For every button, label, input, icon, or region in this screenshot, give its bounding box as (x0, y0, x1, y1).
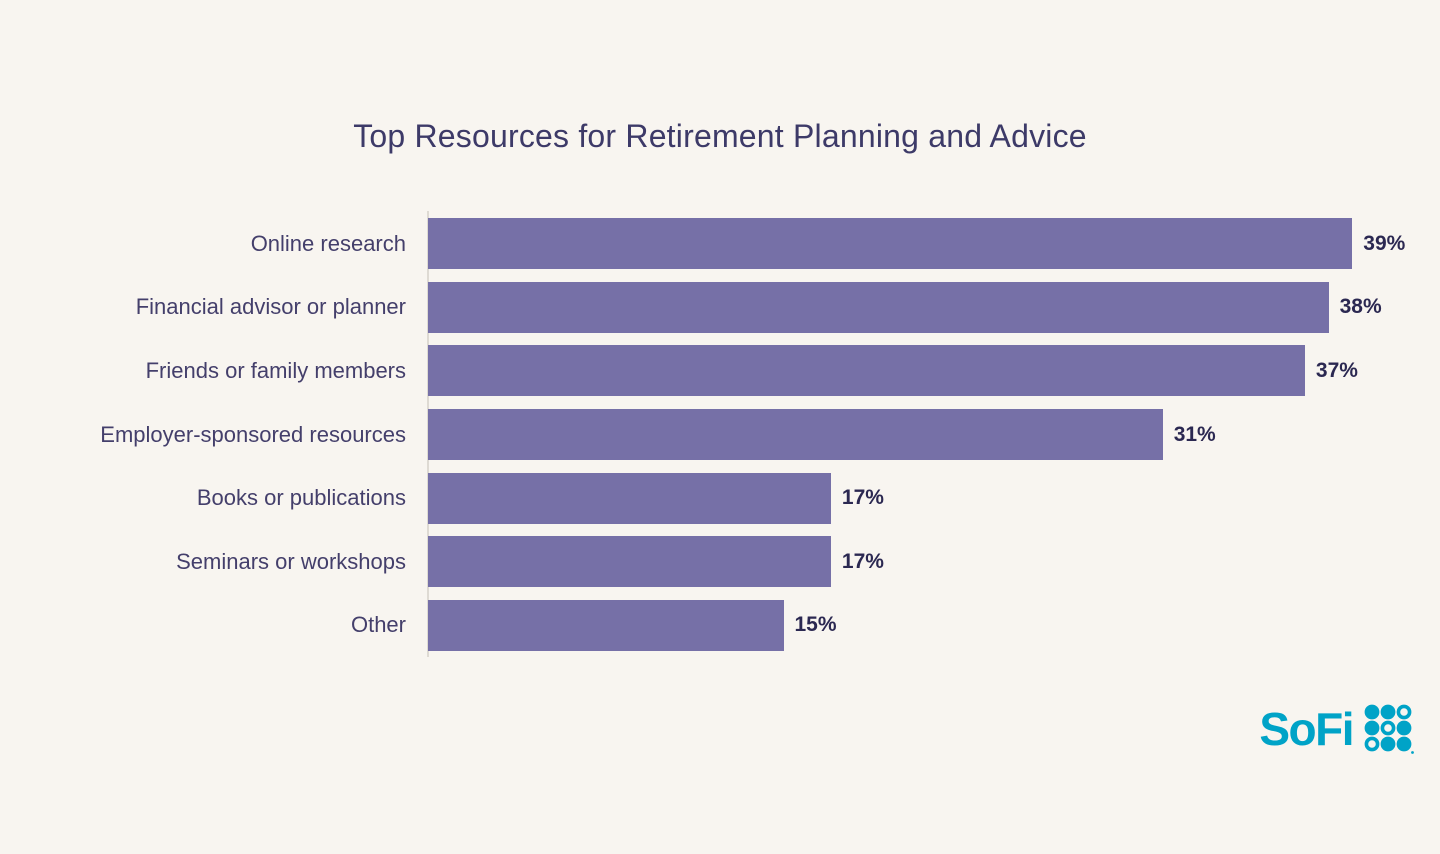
category-label: Financial advisor or planner (135, 294, 406, 320)
category-label: Other (350, 612, 406, 638)
bar (428, 409, 1163, 461)
chart-title: Top Resources for Retirement Planning an… (353, 118, 1087, 154)
sofi-logo: SoFi (1259, 703, 1414, 755)
category-label: Employer-sponsored resources (100, 421, 406, 447)
bar (428, 599, 784, 651)
value-label: 38% (1339, 295, 1382, 319)
bar (428, 345, 1305, 397)
value-label: 31% (1173, 422, 1216, 446)
bar (428, 218, 1353, 270)
bar-row: Online research 39% (0, 212, 1440, 276)
bar-row: Seminars or workshops 17% (0, 530, 1440, 594)
value-label: 17% (841, 486, 884, 510)
category-label: Online research (250, 230, 406, 256)
bar-row: Friends or family members 37% (0, 339, 1440, 403)
bar-rows: Online research 39% Financial advisor or… (0, 212, 1440, 657)
category-label: Books or publications (196, 485, 406, 511)
bar-chart: Online research 39% Financial advisor or… (0, 211, 1440, 657)
bar-row: Books or publications 17% (0, 466, 1440, 530)
category-label: Friends or family members (145, 357, 406, 383)
value-label: 15% (794, 613, 837, 637)
bar-row: Employer-sponsored resources 31% (0, 403, 1440, 467)
bar (428, 536, 831, 588)
value-label: 37% (1315, 358, 1358, 382)
bar-row: Other 15% (0, 594, 1440, 658)
bar-row: Financial advisor or planner 38% (0, 276, 1440, 340)
trademark-dot (1411, 751, 1414, 754)
value-label: 39% (1363, 231, 1406, 255)
value-label: 17% (841, 549, 884, 573)
sofi-wordmark: SoFi (1259, 703, 1354, 755)
bar (428, 281, 1329, 333)
sofi-dots-icon (1364, 704, 1414, 754)
category-label: Seminars or workshops (176, 548, 406, 574)
bar (428, 472, 831, 524)
